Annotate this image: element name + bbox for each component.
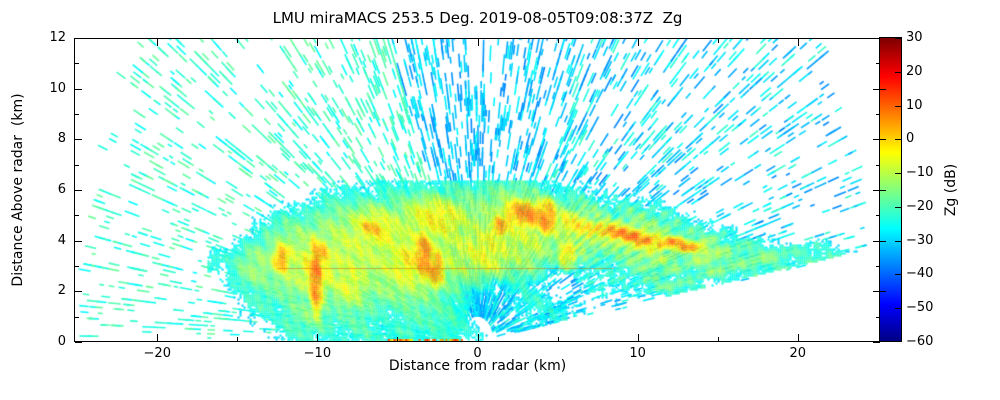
x-minor-tick: [237, 39, 239, 43]
colorbar-tick: [895, 139, 901, 141]
y-minor-tick: [75, 164, 79, 166]
colorbar-tick: [895, 38, 901, 39]
y-minor-tick: [876, 114, 880, 115]
colorbar-minor-tick: [880, 240, 886, 242]
y-minor-tick: [876, 316, 880, 318]
y-tick-label: 6: [57, 182, 66, 197]
y-minor-tick: [75, 63, 79, 65]
y-tick-label: 0: [57, 334, 66, 349]
x-tick: [637, 39, 639, 46]
y-tick: [873, 240, 880, 242]
y-tick: [75, 190, 82, 191]
x-minor-tick: [717, 337, 719, 341]
y-minor-tick: [876, 215, 880, 217]
x-tick-label: 20: [789, 346, 806, 361]
colorbar-tick-label: −40: [906, 266, 934, 282]
y-tick: [75, 88, 82, 90]
colorbar-minor-tick: [880, 88, 886, 90]
y-tick-label: 8: [57, 131, 66, 147]
colorbar-tick: [895, 240, 901, 242]
y-tick-label: 4: [57, 232, 66, 248]
colorbar-gradient: [880, 38, 901, 342]
colorbar-tick-label: −60: [906, 334, 934, 349]
colorbar-tick: [895, 105, 901, 107]
colorbar-tick-label: −50: [906, 300, 934, 316]
x-minor-tick: [557, 337, 559, 341]
x-tick: [157, 334, 159, 341]
y-minor-tick: [876, 266, 880, 267]
colorbar-tick: [895, 71, 901, 73]
colorbar-tick: [895, 274, 901, 276]
y-tick-label: 10: [49, 80, 66, 96]
colorbar-label: Zg (dB): [943, 163, 959, 217]
colorbar-minor-tick: [880, 190, 886, 191]
x-tick: [157, 39, 159, 46]
x-tick: [797, 334, 799, 341]
y-tick: [75, 139, 82, 141]
x-tick: [477, 39, 479, 46]
colorbar-minor-tick: [880, 291, 886, 293]
x-axis-label: Distance from radar (km): [388, 358, 567, 374]
y-minor-tick: [75, 266, 79, 267]
colorbar-tick-label: −30: [906, 232, 934, 248]
colorbar-tick: [895, 308, 901, 310]
colorbar-tick: [895, 206, 901, 208]
colorbar-tick-label: −20: [906, 198, 934, 214]
colorbar-tick: [895, 341, 901, 342]
y-tick: [873, 342, 880, 343]
y-tick: [873, 190, 880, 191]
y-tick: [873, 139, 880, 141]
colorbar-minor-tick: [880, 139, 886, 141]
y-tick: [873, 38, 880, 39]
y-tick: [873, 291, 880, 293]
y-minor-tick: [876, 63, 880, 65]
chart-title: LMU miraMACS 253.5 Deg. 2019-08-05T09:08…: [272, 9, 683, 27]
x-minor-tick: [397, 337, 399, 341]
x-tick-label: 0: [473, 346, 482, 361]
colorbar-tick: [895, 173, 901, 175]
y-tick: [75, 291, 82, 293]
rhi-plot-canvas: [74, 38, 881, 342]
x-tick: [637, 334, 639, 341]
x-minor-tick: [397, 39, 399, 43]
colorbar-tick-label: 20: [906, 63, 923, 79]
colorbar-tick-label: 10: [906, 97, 923, 113]
y-minor-tick: [75, 215, 79, 217]
x-tick: [317, 39, 319, 46]
y-tick: [75, 38, 82, 39]
x-minor-tick: [717, 39, 719, 43]
y-tick-label: 12: [49, 30, 66, 45]
colorbar-tick-label: −10: [906, 165, 934, 181]
x-tick-label: 10: [629, 346, 646, 361]
x-tick: [797, 39, 799, 46]
y-minor-tick: [876, 164, 880, 166]
x-tick: [477, 334, 479, 341]
x-minor-tick: [237, 337, 239, 341]
x-tick: [317, 334, 319, 341]
x-tick-label: −20: [143, 346, 171, 361]
y-tick: [873, 88, 880, 90]
y-tick-label: 2: [57, 283, 66, 299]
y-minor-tick: [75, 316, 79, 318]
x-minor-tick: [557, 39, 559, 43]
y-tick: [75, 240, 82, 242]
y-axis-label: Distance Above radar (km): [10, 93, 26, 287]
colorbar-tick-label: 0: [906, 131, 915, 147]
x-tick-label: −10: [303, 346, 332, 361]
colorbar-tick-label: 30: [906, 30, 923, 45]
y-minor-tick: [75, 114, 79, 115]
y-tick: [75, 342, 82, 343]
